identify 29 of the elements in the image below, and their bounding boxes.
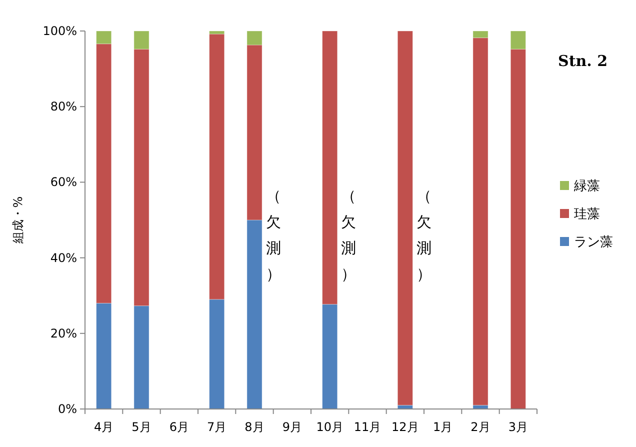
legend-label: 緑藻 xyxy=(573,179,600,194)
annotation: （欠測） xyxy=(416,187,432,284)
y-tick-label: 80% xyxy=(50,100,77,114)
x-tick-label: 3月 xyxy=(508,420,528,434)
y-tick-label: 100% xyxy=(42,24,77,38)
bar xyxy=(472,38,488,406)
x-tick-label: 1月 xyxy=(433,420,453,434)
annotation: （欠測） xyxy=(341,187,356,284)
x-tick-label: 7月 xyxy=(207,420,227,434)
bar xyxy=(510,48,526,410)
x-tick-label: 5月 xyxy=(132,420,152,434)
annotation: （欠測） xyxy=(266,187,281,284)
y-tick-label: 40% xyxy=(50,250,77,265)
legend-label: 珪藻 xyxy=(574,207,600,222)
x-tick-label: 12月 xyxy=(392,420,419,434)
x-tick-label: 4月 xyxy=(94,420,114,434)
x-tick-label: 9月 xyxy=(282,420,302,434)
y-tick-label: 60% xyxy=(50,175,77,190)
y-axis-title: 組成・% xyxy=(11,196,25,245)
x-tick-label: 2月 xyxy=(470,420,490,434)
x-tick-label: 11月 xyxy=(354,420,382,434)
x-tick-label: 10月 xyxy=(316,420,344,434)
x-tick-label: 8月 xyxy=(244,420,264,434)
x-tick-label: 6月 xyxy=(169,420,189,434)
bar xyxy=(397,30,413,406)
legend-label: ラン藻 xyxy=(574,235,613,250)
y-tick-label: 20% xyxy=(50,326,77,340)
text: Stn. 2 xyxy=(558,52,608,70)
y-tick-label: 0% xyxy=(58,402,77,416)
